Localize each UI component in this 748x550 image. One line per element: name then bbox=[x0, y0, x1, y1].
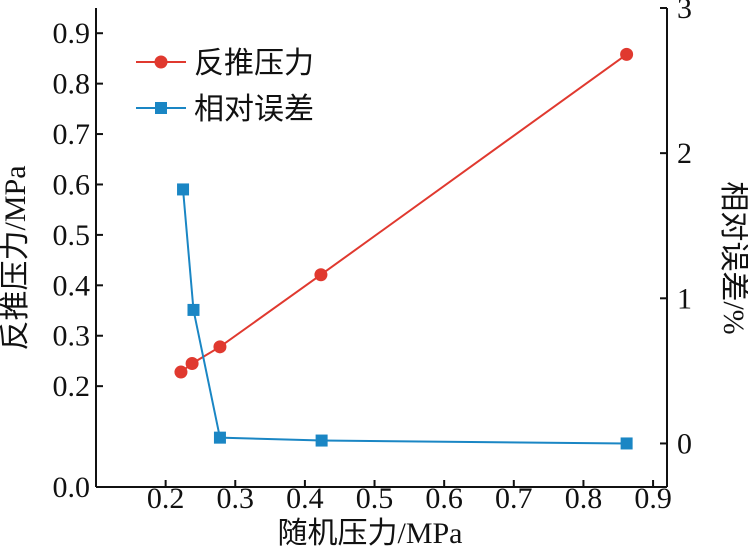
x-tick-label: 0.5 bbox=[356, 482, 394, 515]
data-point bbox=[620, 437, 633, 450]
x-tick-label: 0.7 bbox=[495, 482, 533, 515]
x-axis-title: 随机压力/MPa bbox=[277, 517, 462, 550]
y-tick-label: 0.9 bbox=[53, 17, 91, 50]
series-2 bbox=[177, 183, 633, 450]
data-point bbox=[314, 268, 328, 282]
y-tick-label: 0.7 bbox=[53, 118, 91, 151]
y-tick-label: 0.8 bbox=[53, 68, 91, 101]
y-axis-title: 反推压力/MPa bbox=[0, 165, 32, 350]
y-tick-label: 0.3 bbox=[53, 320, 91, 353]
data-point bbox=[213, 431, 226, 444]
y-origin-label: 0.0 bbox=[53, 471, 91, 504]
x-tick-label: 0.4 bbox=[286, 482, 324, 515]
data-point bbox=[213, 340, 227, 354]
y-tick-label: 0.6 bbox=[53, 168, 91, 201]
legend-label: 相对误差 bbox=[194, 93, 314, 126]
series-layer bbox=[174, 47, 634, 450]
y2-tick-label: 2 bbox=[677, 137, 692, 170]
data-point bbox=[185, 356, 199, 370]
series-1 bbox=[174, 47, 634, 379]
axis-ticks: 0.2 0.3 0.4 0.5 0.6 0.7 0.8 0.9 0.2 0.3 0.4 0.5 0.6 0… bbox=[53, 0, 693, 515]
x-tick-label: 0.9 bbox=[634, 482, 672, 515]
x-tick-label: 0.8 bbox=[565, 482, 603, 515]
y-tick-label: 0.2 bbox=[53, 370, 91, 403]
x-tick-label: 0.6 bbox=[425, 482, 463, 515]
plot-frame bbox=[95, 8, 668, 488]
data-point bbox=[620, 47, 634, 61]
legend-marker bbox=[155, 102, 167, 114]
data-point bbox=[177, 183, 190, 196]
data-point bbox=[174, 365, 188, 379]
data-point bbox=[187, 303, 200, 316]
data-point bbox=[315, 434, 328, 447]
y2-tick-label: 3 bbox=[677, 0, 692, 25]
x-tick-label: 0.3 bbox=[217, 482, 255, 515]
y2-tick-label: 1 bbox=[677, 282, 692, 315]
y2-tick-label: 0 bbox=[677, 427, 692, 460]
series-line bbox=[182, 189, 627, 445]
legend-label: 反推压力 bbox=[194, 47, 314, 80]
legend-marker bbox=[154, 55, 168, 69]
x-tick-label: 0.2 bbox=[147, 482, 185, 515]
y2-axis-title: 相对误差/% bbox=[717, 181, 748, 334]
y-tick-label: 0.5 bbox=[53, 219, 91, 252]
y-tick-label: 0.4 bbox=[53, 269, 91, 302]
